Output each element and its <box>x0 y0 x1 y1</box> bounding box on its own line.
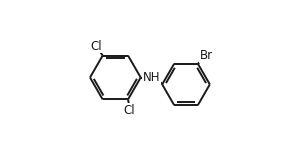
Text: NH: NH <box>143 71 160 84</box>
Text: Cl: Cl <box>124 104 135 117</box>
Text: Br: Br <box>200 49 213 62</box>
Text: Cl: Cl <box>90 40 102 53</box>
